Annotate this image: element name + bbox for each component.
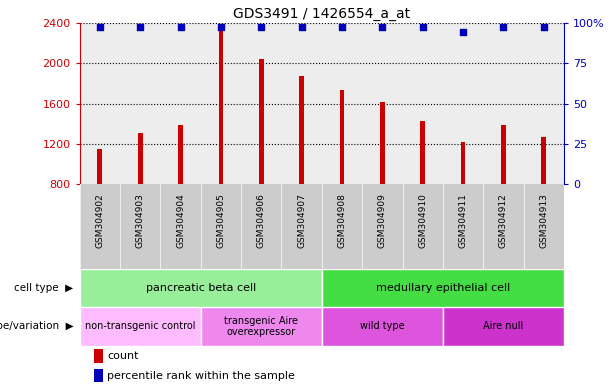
Point: [539, 24, 549, 30]
Text: GSM304908: GSM304908: [338, 193, 346, 248]
Bar: [281, 23, 322, 184]
Point: [256, 24, 266, 30]
Point: [458, 29, 468, 35]
Bar: [80, 23, 120, 184]
Bar: [94, 369, 103, 382]
Bar: [460, 142, 465, 184]
Text: GSM304906: GSM304906: [257, 193, 266, 248]
Bar: [94, 349, 103, 363]
Bar: [483, 184, 524, 269]
Bar: [483, 23, 524, 184]
Bar: [541, 137, 546, 184]
Text: Aire null: Aire null: [483, 321, 524, 331]
Text: GSM304909: GSM304909: [378, 193, 387, 248]
Text: GSM304910: GSM304910: [418, 193, 427, 248]
Point: [418, 24, 428, 30]
Bar: [443, 307, 564, 346]
Text: GSM304911: GSM304911: [459, 193, 468, 248]
Text: medullary epithelial cell: medullary epithelial cell: [376, 283, 510, 293]
Bar: [80, 184, 120, 269]
Title: GDS3491 / 1426554_a_at: GDS3491 / 1426554_a_at: [234, 7, 410, 21]
Bar: [201, 184, 241, 269]
Bar: [524, 23, 564, 184]
Text: GSM304913: GSM304913: [539, 193, 548, 248]
Text: GSM304907: GSM304907: [297, 193, 306, 248]
Bar: [138, 133, 143, 184]
Bar: [241, 184, 281, 269]
Bar: [421, 121, 425, 184]
Point: [498, 24, 508, 30]
Bar: [403, 184, 443, 269]
Bar: [299, 76, 304, 184]
Bar: [362, 23, 403, 184]
Text: transgenic Aire
overexpressor: transgenic Aire overexpressor: [224, 316, 299, 337]
Bar: [201, 307, 322, 346]
Bar: [120, 23, 161, 184]
Bar: [281, 184, 322, 269]
Text: GSM304902: GSM304902: [96, 193, 104, 248]
Bar: [80, 269, 322, 307]
Bar: [524, 184, 564, 269]
Bar: [120, 184, 161, 269]
Text: GSM304912: GSM304912: [499, 193, 508, 248]
Bar: [443, 184, 483, 269]
Text: count: count: [107, 351, 139, 361]
Bar: [362, 184, 403, 269]
Text: GSM304904: GSM304904: [176, 193, 185, 248]
Point: [176, 24, 186, 30]
Text: wild type: wild type: [360, 321, 405, 331]
Text: pancreatic beta cell: pancreatic beta cell: [146, 283, 256, 293]
Bar: [259, 59, 264, 184]
Text: cell type  ▶: cell type ▶: [15, 283, 74, 293]
Text: genotype/variation  ▶: genotype/variation ▶: [0, 321, 74, 331]
Bar: [322, 184, 362, 269]
Text: GSM304903: GSM304903: [135, 193, 145, 248]
Bar: [380, 102, 385, 184]
Bar: [241, 23, 281, 184]
Bar: [443, 23, 483, 184]
Point: [216, 24, 226, 30]
Bar: [97, 149, 102, 184]
Bar: [403, 23, 443, 184]
Text: percentile rank within the sample: percentile rank within the sample: [107, 371, 295, 381]
Text: non-transgenic control: non-transgenic control: [85, 321, 196, 331]
Bar: [178, 125, 183, 184]
Bar: [501, 125, 506, 184]
Text: GSM304905: GSM304905: [216, 193, 226, 248]
Bar: [161, 184, 201, 269]
Point: [378, 24, 387, 30]
Bar: [161, 23, 201, 184]
Point: [337, 24, 347, 30]
Bar: [322, 307, 443, 346]
Bar: [80, 307, 201, 346]
Point: [135, 24, 145, 30]
Bar: [218, 24, 223, 184]
Bar: [340, 89, 345, 184]
Point: [297, 24, 306, 30]
Bar: [201, 23, 241, 184]
Bar: [322, 269, 564, 307]
Bar: [322, 23, 362, 184]
Point: [95, 24, 105, 30]
